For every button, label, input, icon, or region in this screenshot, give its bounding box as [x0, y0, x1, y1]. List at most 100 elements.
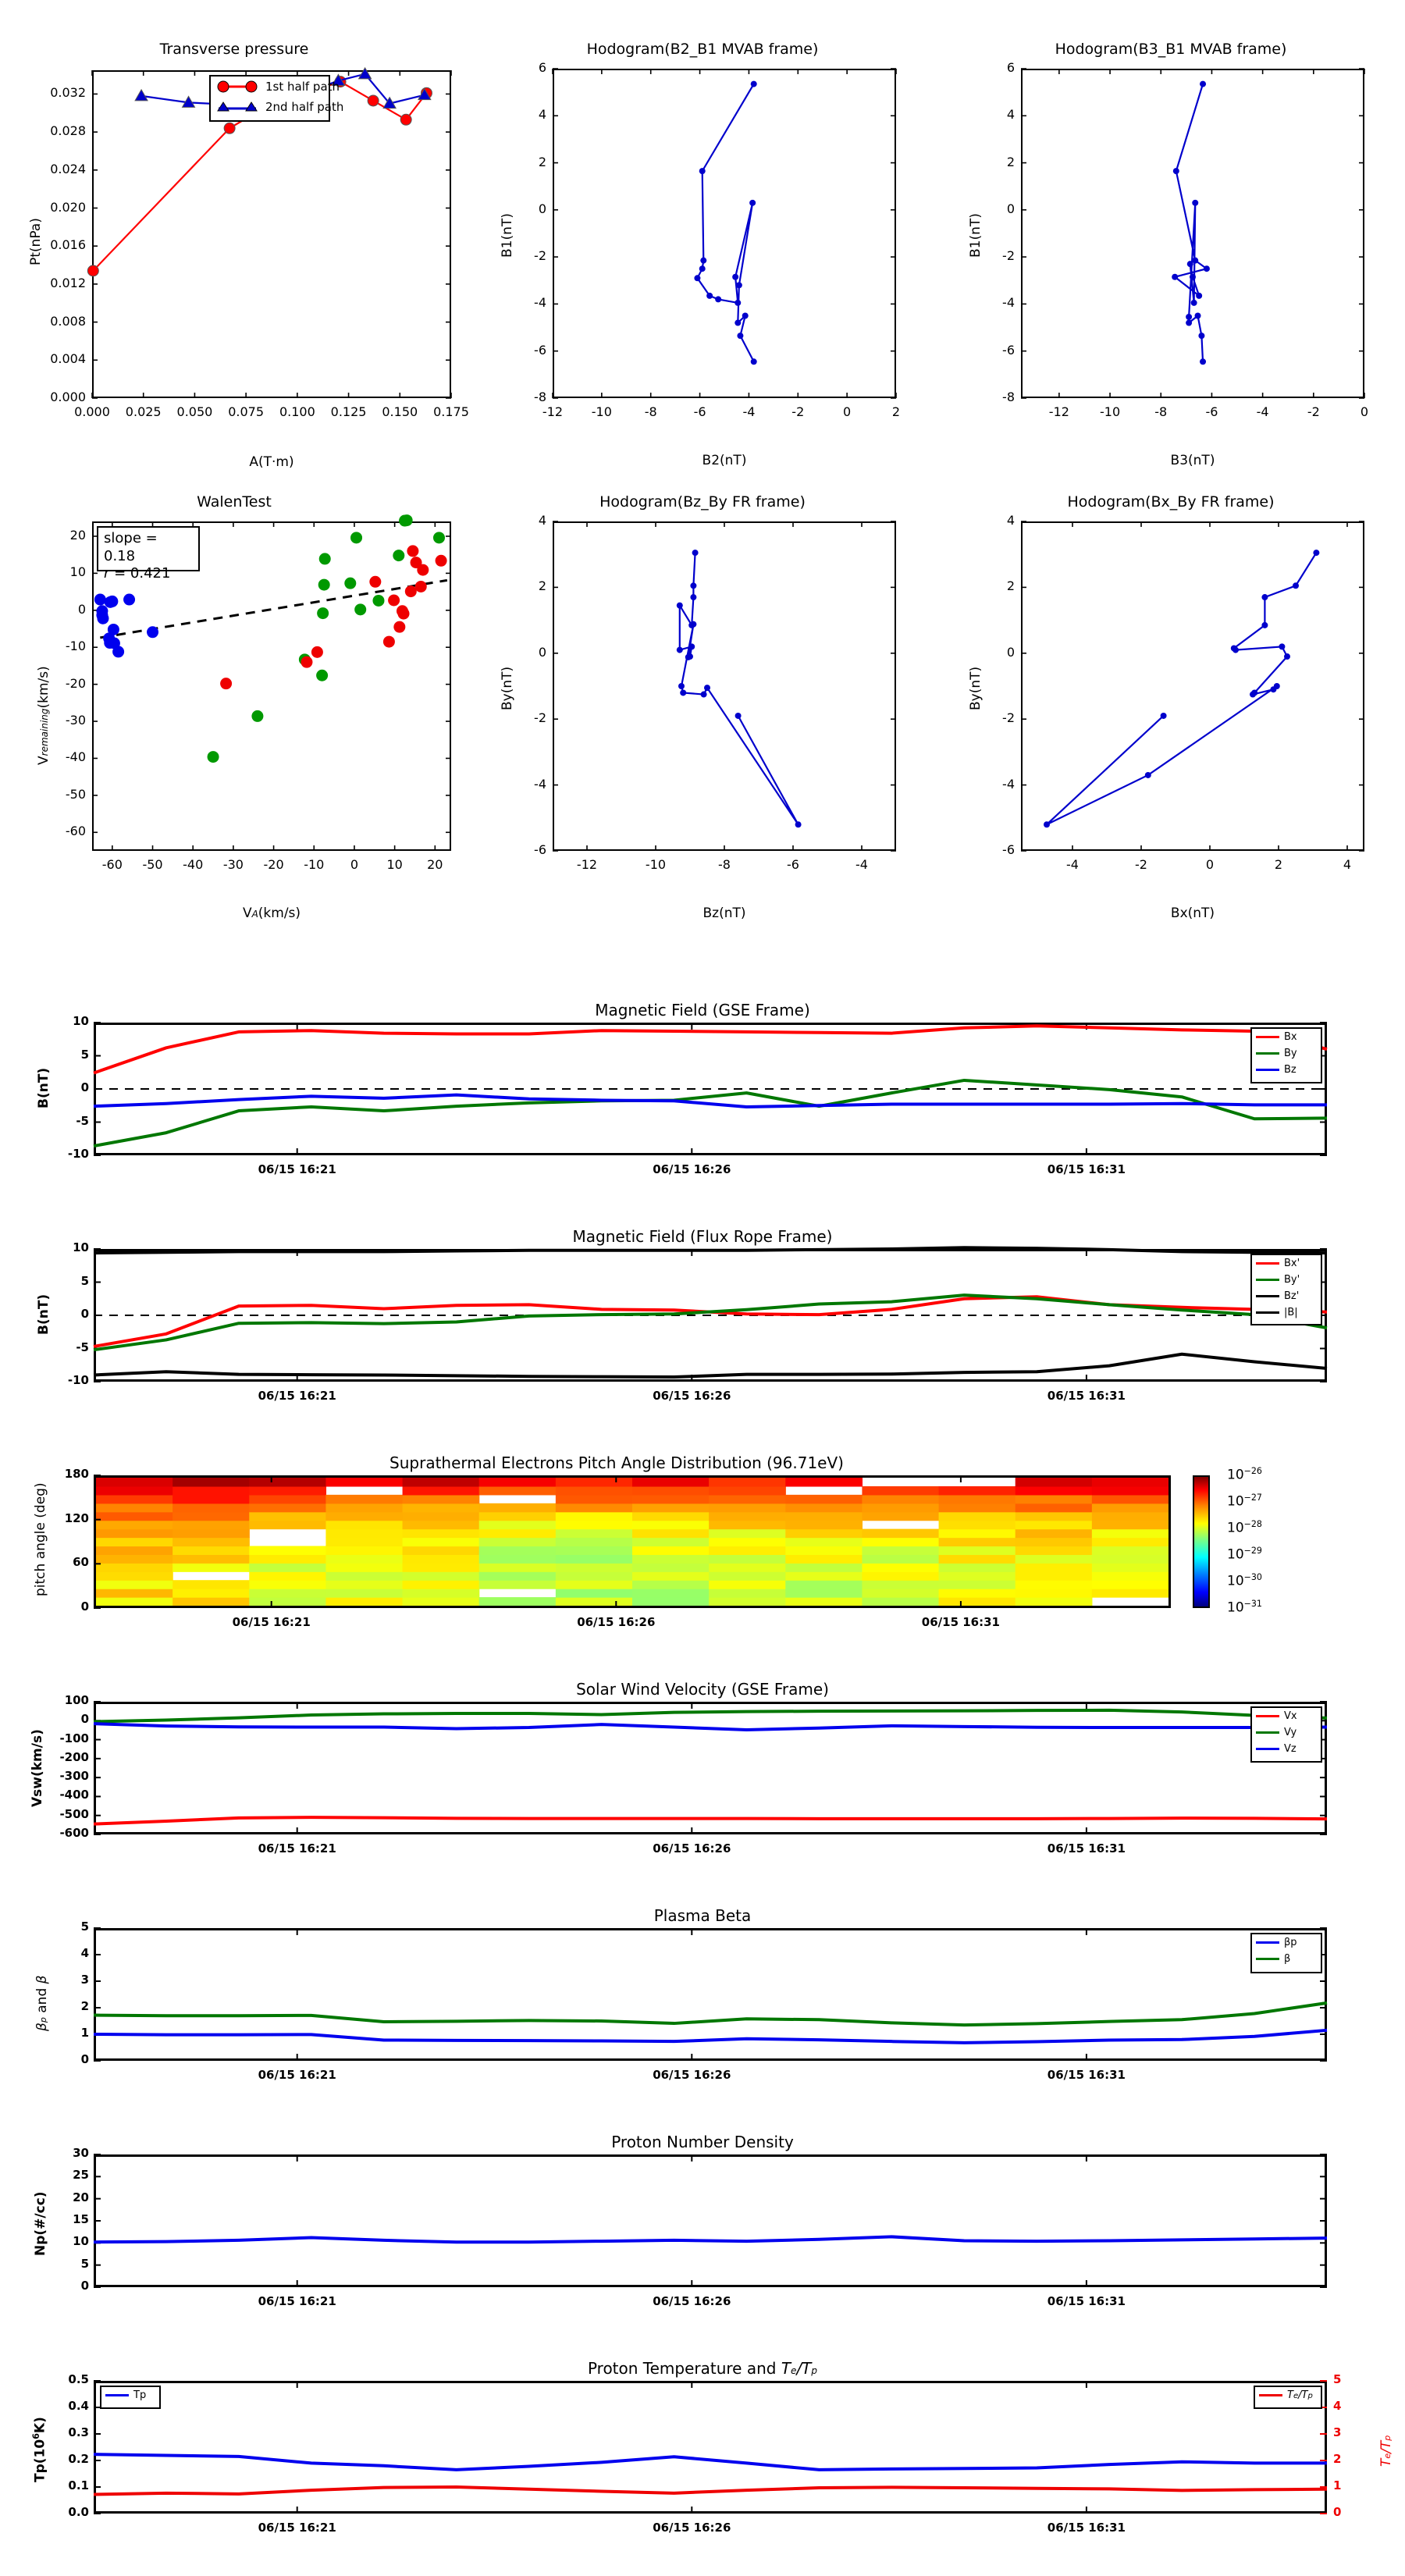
panel-title: Solar Wind Velocity (GSE Frame)	[576, 1680, 829, 1699]
x-tick-label: 06/15 16:26	[577, 1615, 656, 1629]
y-tick-label: 60	[73, 1555, 89, 1570]
y-tick-label: -600	[59, 1826, 89, 1840]
x-tick-label: 0	[1205, 857, 1215, 872]
r-value: r = 0.421	[104, 565, 171, 582]
plot-area	[92, 521, 451, 851]
x-tick-label: -10	[645, 857, 667, 872]
legend-bfield-gse: Bx By Bz	[1250, 1027, 1322, 1083]
colorbar-tick-label: 10−27	[1227, 1493, 1262, 1510]
legend-entry: Vx	[1252, 1708, 1321, 1724]
y-tick-label: -5	[76, 1340, 89, 1354]
x-axis-label: Bz(nT)	[702, 906, 746, 921]
x-tick-label: 0.025	[125, 404, 162, 419]
panel-proton-temperature: Proton Temperature and Te/Tp Tp(106K) Te…	[0, 2334, 1405, 2568]
y-tick-label: -100	[59, 1731, 89, 1745]
pad-heatmap	[96, 1478, 1168, 1606]
x-tick-label: 06/15 16:21	[258, 1841, 336, 1856]
x-tick-label: -6	[1205, 404, 1218, 419]
x-tick-label: 06/15 16:26	[653, 1162, 731, 1176]
y-tick-label: -10	[67, 1373, 89, 1387]
x-axis-label: B2(nT)	[702, 453, 747, 468]
legend-label: Tp	[133, 2389, 147, 2401]
x-tick-label: -40	[183, 857, 204, 872]
y-tick-label: 0.0	[68, 2505, 89, 2519]
x-tick-label: 10	[386, 857, 403, 872]
x-tick-label: -50	[142, 857, 163, 872]
legend-entry: Bx'	[1252, 1255, 1321, 1272]
x-tick-label: 0	[1360, 404, 1369, 419]
legend-marker-triangle	[215, 99, 259, 115]
panel-hodogram-bxby: Hodogram(Bx_By FR frame) By(nT) Bx(nT)	[937, 453, 1405, 921]
panel-hodogram-bzby: Hodogram(Bz_By FR frame) By(nT) Bz(nT)	[468, 453, 937, 921]
legend-te-tp: Te/Tp	[1254, 2386, 1322, 2409]
hodogram-b3b1-plot	[1021, 68, 1365, 399]
y-tick-label: 0.020	[50, 199, 86, 215]
y-tick-label: 25	[73, 2168, 89, 2183]
x-tick-label: -12	[542, 404, 564, 419]
hodogram-bzby-plot	[553, 521, 896, 852]
y-tick-label: 0	[80, 1080, 89, 1094]
y-tick-label: -6	[1002, 842, 1015, 857]
panel-hodogram-b2b1: Hodogram(B2_B1 MVAB frame) B1(nT) B2(nT)	[468, 0, 937, 468]
y-tick-label: 15	[73, 2212, 89, 2226]
velocity-gse-plot	[93, 1701, 1328, 1835]
y-tick-label: 4	[1333, 2399, 1342, 2413]
x-tick-label: 20	[427, 857, 443, 872]
panel-title: Hodogram(B2_B1 MVAB frame)	[586, 41, 819, 58]
panel-title: Plasma Beta	[653, 1906, 752, 1925]
panel-transverse-pressure: Transverse pressure Pt(nPa) A(T·m) 1st h…	[0, 0, 468, 470]
x-tick-label: -4	[855, 857, 868, 872]
y-tick-label: -6	[534, 842, 546, 857]
hodogram-bxby-plot	[1021, 521, 1364, 852]
legend-label: Bz	[1284, 1064, 1297, 1076]
legend-label: Vz	[1284, 1743, 1297, 1755]
colorbar-tick-label: 10−30	[1227, 1572, 1262, 1589]
x-tick-label: 06/15 16:21	[258, 2521, 336, 2535]
y-tick-label: 5	[80, 1920, 89, 1934]
legend-entry: Vz	[1252, 1741, 1321, 1757]
y-tick-label: -500	[59, 1806, 89, 1821]
y-tick-label: 6	[538, 60, 546, 75]
panel-title: Magnetic Field (Flux Rope Frame)	[572, 1227, 833, 1246]
y-tick-label: 2	[1006, 578, 1015, 594]
slope-value: slope = 0.18	[104, 530, 158, 564]
y-tick-label: 0.004	[50, 351, 86, 367]
y-tick-label: 5	[80, 1273, 89, 1288]
panel-velocity-gse: Solar Wind Velocity (GSE Frame) Vsw(km/s…	[0, 1655, 1405, 1881]
x-tick-label: 06/15 16:31	[1047, 1162, 1126, 1176]
legend-line-vz	[1256, 1748, 1279, 1750]
y-tick-label: 0	[1006, 201, 1015, 216]
y-tick-label: -4	[534, 776, 546, 792]
x-tick-label: 06/15 16:26	[653, 1841, 731, 1856]
y-tick-label: 3	[1333, 2425, 1342, 2439]
legend-line-beta	[1256, 1958, 1279, 1960]
colorbar-tick-label: 10−31	[1227, 1599, 1262, 1616]
x-tick-label: 06/15 16:21	[232, 1615, 311, 1629]
plot-area	[94, 1702, 1327, 1834]
y-tick-label: 0.3	[68, 2425, 89, 2439]
y-tick-label: 1	[80, 2026, 89, 2040]
legend-label: β	[1284, 1953, 1291, 1965]
panel-walen-test: WalenTest Vremaining(km/s) VA(km/s) slop…	[0, 453, 468, 921]
y-tick-label: -60	[65, 824, 86, 839]
y-tick-label: 4	[80, 1946, 89, 1960]
x-tick-label: -12	[576, 857, 598, 872]
legend-entry: Bz	[1252, 1062, 1321, 1078]
y-tick-label: 2	[1006, 154, 1015, 169]
x-tick-label: -12	[1048, 404, 1069, 419]
x-tick-label: 0.175	[433, 404, 469, 419]
y-tick-label: 0.008	[50, 313, 86, 329]
legend-label: Bx	[1284, 1031, 1297, 1043]
walen-scatter-plot	[92, 514, 451, 851]
panel-bfield-gse: Magnetic Field (GSE Frame) B(nT) Bx By B…	[0, 976, 1405, 1202]
x-tick-label: 0.100	[279, 404, 315, 419]
y-tick-label: -2	[1002, 710, 1015, 726]
y-tick-label: 4	[1006, 107, 1015, 123]
y-tick-label: 4	[1006, 513, 1015, 528]
y-tick-label: 0	[77, 601, 86, 617]
y-tick-label: -50	[65, 786, 86, 802]
x-tick-label: 06/15 16:31	[1047, 1389, 1126, 1403]
colorbar	[1193, 1475, 1210, 1608]
x-tick-label: 0.075	[228, 404, 265, 419]
y-tick-label: 0	[80, 2279, 89, 2293]
